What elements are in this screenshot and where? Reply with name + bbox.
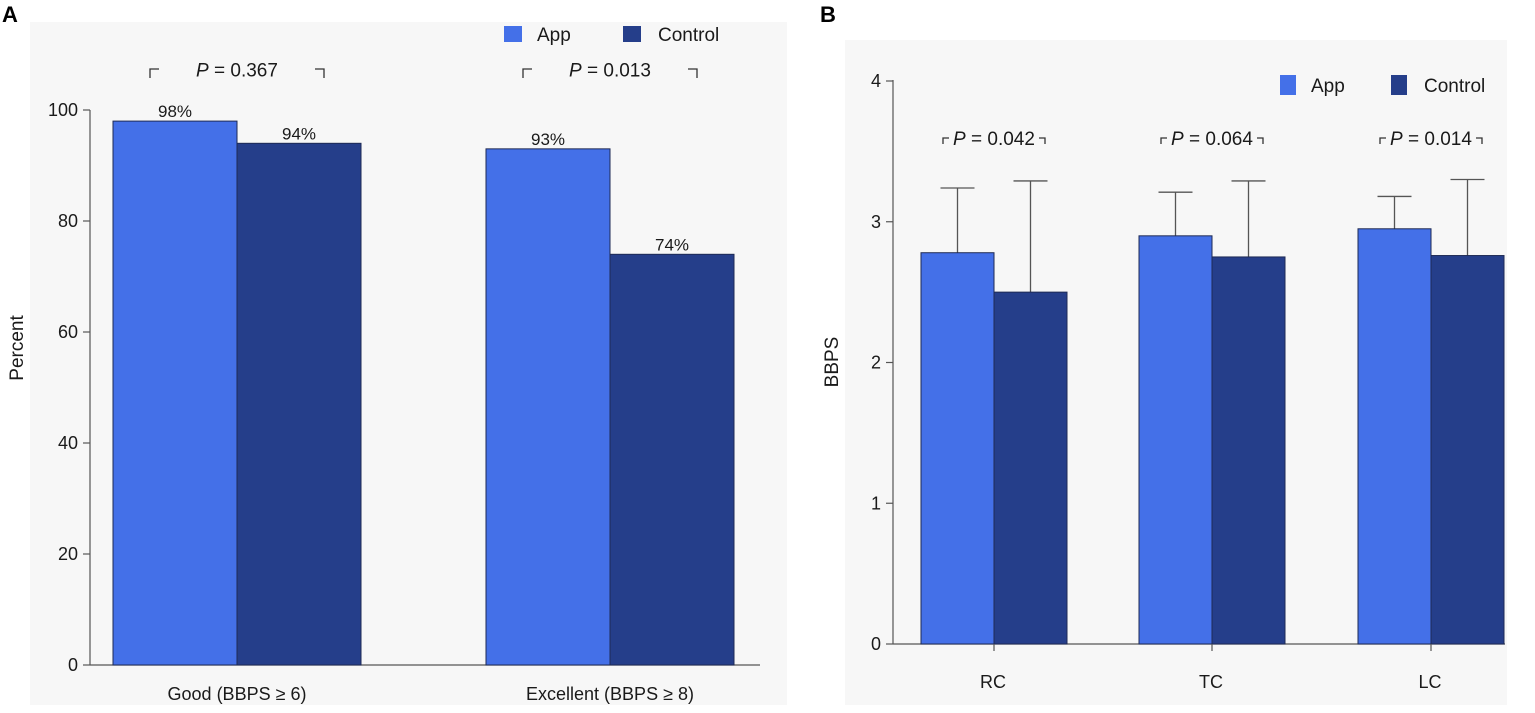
panel-a-y-tick-label: 60 (58, 322, 78, 342)
panel-b-bar-app (1357, 228, 1432, 645)
panel-b-p-bracket-right (1476, 137, 1483, 144)
panel-b-p-bracket-left (1379, 137, 1386, 144)
panel-b-bar-app (920, 252, 995, 645)
panel-a-letter: A (2, 2, 18, 27)
panel-b-p-value: = 0.064 (1184, 129, 1254, 150)
panel-a: A 0 20 40 60 80 100 Percent 98% 94% 93% 74% P = … (2, 2, 787, 705)
panel-b-y-tick-label: 0 (871, 634, 881, 654)
legend-control-swatch-a (623, 26, 641, 42)
legend-app-label-a: App (537, 25, 571, 46)
legend-app-label-b: App (1311, 76, 1345, 97)
panel-b-bar-control (1430, 255, 1505, 645)
panel-a-p-bracket-left (149, 68, 159, 78)
panel-a-bar-app (112, 120, 238, 666)
panel-b-y-tick-label: 3 (871, 212, 881, 232)
panel-a-p-value-label: P = 0.013 (569, 61, 651, 82)
panel-b-p-symbol: P (1390, 129, 1403, 150)
panel-a-data-label: 93% (531, 130, 565, 149)
panel-b-letter: B (820, 2, 836, 27)
panel-b-x-tick-label: LC (1418, 672, 1441, 692)
panel-b-x-labels: RC TC LC (980, 644, 1442, 692)
panel-b-p-bracket-right (1039, 137, 1046, 144)
panel-a-y-tick-label: 20 (58, 544, 78, 564)
panel-a-y-ticks: 0 20 40 60 80 100 (48, 100, 90, 675)
legend-app-swatch-a (504, 26, 522, 42)
panel-a-bar-control (236, 142, 362, 666)
panel-a-p-values: P = 0.367 P = 0.013 (149, 61, 698, 82)
panel-b-p-values: P = 0.042 P = 0.064 P = 0.014 (942, 129, 1483, 150)
panel-b-p-bracket-right (1257, 137, 1264, 144)
panel-b-x-tick-label: RC (980, 672, 1006, 692)
panel-b-bar-control (993, 291, 1068, 645)
panel-a-data-label: 74% (655, 235, 689, 254)
panel-a-p-value-label: P = 0.367 (196, 61, 278, 82)
panel-a-data-label: 94% (282, 124, 316, 143)
panel-b-y-ticks: 0 1 2 3 4 (871, 71, 893, 654)
panel-a-p-value: = 0.013 (582, 61, 651, 82)
panel-b-p-value-label: P = 0.042 (953, 129, 1035, 150)
panel-a-y-axis-label: Percent (7, 315, 28, 381)
panel-a-p-bracket-left (522, 68, 532, 78)
panel-a-data-label: 98% (158, 102, 192, 121)
panel-a-bar-app (485, 148, 611, 666)
panel-a-y-tick-label: 0 (68, 655, 78, 675)
panel-b-bar-app (1138, 235, 1213, 645)
panel-a-p-value: = 0.367 (209, 61, 278, 82)
panel-b-bar-control (1211, 256, 1286, 645)
panel-b-y-axis-label: BBPS (822, 337, 843, 388)
panel-a-bar-control (609, 253, 735, 666)
panel-b-p-value-label: P = 0.064 (1171, 129, 1253, 150)
panel-b-p-value-label: P = 0.014 (1390, 129, 1472, 150)
panel-a-y-tick-label: 100 (48, 100, 78, 120)
panel-a-p-symbol: P (569, 61, 582, 82)
legend-control-swatch-b (1391, 75, 1407, 95)
legend-control-label-b: Control (1424, 76, 1485, 97)
panel-a-y-tick-label: 80 (58, 211, 78, 231)
panel-a-x-labels: Good (BBPS ≥ 6) Excellent (BBPS ≥ 8) (168, 684, 694, 704)
panel-a-p-bracket-right (688, 68, 698, 78)
panel-b-p-bracket-left (942, 137, 949, 144)
panel-b-bars (920, 178, 1505, 645)
panel-b-x-tick-label: TC (1199, 672, 1223, 692)
panel-a-x-tick-label: Good (BBPS ≥ 6) (168, 684, 307, 704)
panel-b-p-value: = 0.014 (1403, 129, 1473, 150)
panel-a-bars: 98% 94% 93% 74% (112, 102, 735, 666)
panel-b-y-tick-label: 2 (871, 353, 881, 373)
panel-a-x-tick-label: Excellent (BBPS ≥ 8) (526, 684, 694, 704)
panel-b-p-symbol: P (953, 129, 966, 150)
legend-app-swatch-b (1280, 75, 1296, 95)
panel-b-legend: App Control (1280, 75, 1485, 97)
panel-b-y-tick-label: 4 (871, 71, 881, 91)
panel-b-p-symbol: P (1171, 129, 1184, 150)
panel-b-p-bracket-left (1160, 137, 1167, 144)
panel-a-p-symbol: P (196, 61, 209, 82)
panel-b-y-tick-label: 1 (871, 493, 881, 513)
panel-a-p-bracket-right (315, 68, 325, 78)
panel-a-legend: App Control (504, 25, 719, 46)
panel-b-p-value: = 0.042 (966, 129, 1035, 150)
panel-a-y-tick-label: 40 (58, 433, 78, 453)
legend-control-label-a: Control (658, 25, 719, 46)
